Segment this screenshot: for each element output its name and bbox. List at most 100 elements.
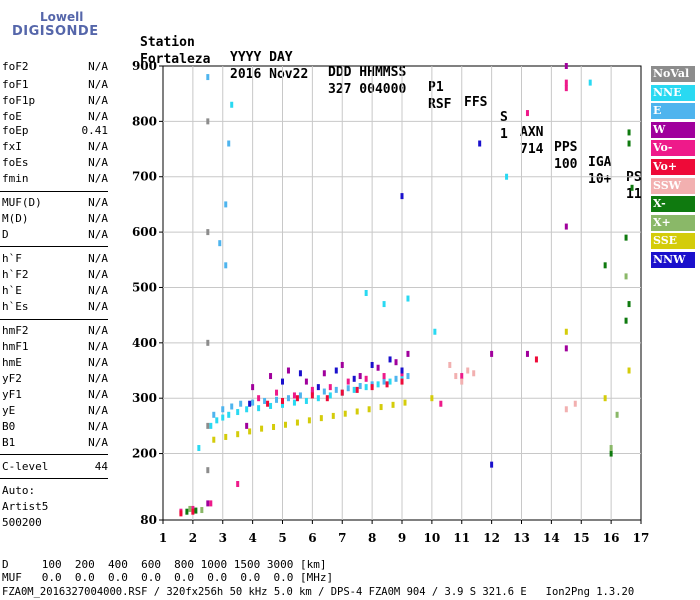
data-point	[236, 431, 240, 438]
data-point	[627, 140, 631, 147]
data-point	[627, 301, 631, 308]
param-name: h`F	[2, 252, 22, 265]
param-row: hmF2 N/A	[2, 324, 108, 340]
header-station: Station	[140, 35, 195, 50]
data-point	[376, 364, 380, 371]
param-row: hmE N/A	[2, 356, 108, 372]
data-point	[388, 356, 392, 363]
y-tick-label: 900	[132, 59, 157, 73]
data-point	[400, 378, 404, 385]
data-point	[624, 317, 628, 324]
legend-item: Vo-	[651, 140, 695, 157]
data-point	[355, 408, 359, 415]
param-row: h`F N/A	[2, 252, 108, 268]
param-value: N/A	[88, 372, 108, 385]
data-point	[564, 328, 568, 335]
data-point	[295, 419, 299, 426]
data-point	[275, 389, 279, 396]
param-name: foF1p	[2, 94, 36, 107]
axis-ticks: 1 2 3 4 5 6 7 8 9 10 11 12 13 14 15 16 17802003004005006…	[132, 59, 649, 545]
data-point	[272, 423, 276, 430]
x-tick-label: 16	[603, 531, 620, 545]
data-point	[490, 350, 494, 357]
param-value: 0.41	[81, 124, 109, 137]
y-tick-label: 400	[132, 336, 157, 350]
data-point	[209, 500, 213, 507]
data-point	[573, 400, 577, 407]
param-name: yE	[2, 404, 16, 417]
data-point	[286, 395, 290, 402]
param-value: N/A	[88, 94, 108, 107]
data-point	[206, 500, 210, 507]
param-name: hmF2	[2, 324, 29, 337]
data-point	[564, 406, 568, 413]
data-point	[304, 397, 308, 404]
y-tick-label: 800	[132, 114, 157, 128]
header-iga: IGA	[588, 155, 612, 170]
data-point	[367, 406, 371, 413]
param-row: D N/A	[2, 228, 108, 244]
param-name: B0	[2, 420, 16, 433]
x-tick-label: 12	[483, 531, 500, 545]
data-point	[331, 412, 335, 419]
legend-item: X-	[651, 196, 695, 213]
data-point	[370, 361, 374, 368]
data-point	[212, 436, 216, 443]
data-point	[236, 481, 240, 488]
data-point	[564, 345, 568, 352]
header-axn-value: 714	[520, 142, 544, 157]
data-point	[245, 406, 249, 413]
param-value: N/A	[88, 404, 108, 417]
data-point	[221, 406, 225, 413]
data-point	[394, 375, 398, 382]
data-point	[564, 79, 568, 86]
x-tick-label: 17	[633, 531, 650, 545]
param-row: yF2 N/A	[2, 372, 108, 388]
param-row: foEs N/A	[2, 156, 108, 172]
header-ffs: FFS	[464, 95, 488, 110]
data-point	[224, 201, 228, 208]
param-value: N/A	[88, 300, 108, 313]
header-ps-value: 11	[626, 187, 642, 202]
auto-version: 500200	[2, 516, 42, 529]
data-point	[382, 301, 386, 308]
x-tick-label: 5	[278, 531, 286, 545]
x-tick-label: 7	[338, 531, 346, 545]
param-name: fmin	[2, 172, 29, 185]
footer-info: FZA0M_2016327004000.RSF / 320fx256h 50 k…	[2, 586, 635, 598]
clevel-label: C-level	[2, 460, 49, 473]
data-point	[364, 290, 368, 296]
data-point	[460, 373, 464, 380]
data-point	[346, 385, 350, 392]
x-tick-label: 2	[189, 531, 197, 545]
separator	[0, 191, 108, 192]
separator	[0, 246, 108, 247]
x-tick-label: 6	[308, 531, 316, 545]
data-point	[227, 411, 231, 418]
data-point	[352, 386, 356, 393]
data-point	[179, 510, 183, 517]
data-point	[298, 392, 302, 399]
header-yyyy-day: YYYY DAY	[230, 50, 293, 65]
x-tick-label: 15	[573, 531, 590, 545]
data-point	[388, 378, 392, 385]
param-name: B1	[2, 436, 16, 449]
data-point	[490, 461, 494, 468]
separator	[0, 478, 108, 479]
data-point	[239, 400, 243, 407]
data-point	[281, 378, 284, 385]
param-row: M(D) N/A	[2, 212, 108, 228]
param-name: foF1	[2, 78, 29, 91]
param-value: N/A	[88, 140, 108, 153]
param-name: h`E	[2, 284, 22, 297]
x-tick-label: 13	[513, 531, 530, 545]
param-value: N/A	[88, 420, 108, 433]
param-row: yF1 N/A	[2, 388, 108, 404]
separator	[0, 319, 108, 320]
x-tick-label: 3	[219, 531, 227, 545]
data-point	[466, 367, 470, 374]
data-point	[292, 392, 296, 399]
param-row: fxI N/A	[2, 140, 108, 156]
data-point	[364, 384, 368, 391]
param-row: h`E N/A	[2, 284, 108, 300]
